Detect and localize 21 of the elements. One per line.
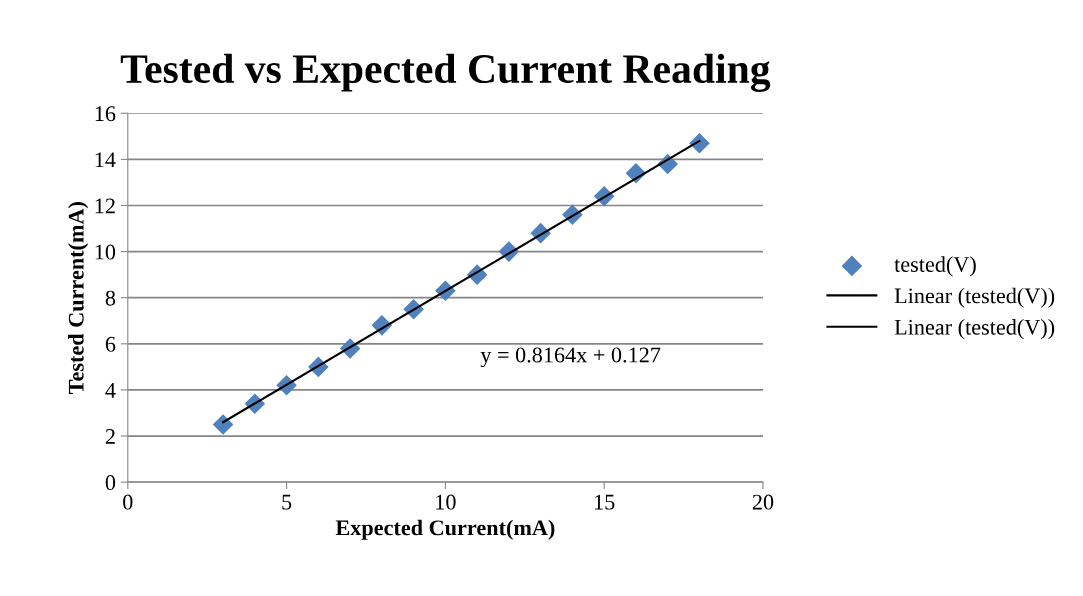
- legend-label: Linear (tested(V)): [894, 287, 1055, 308]
- y-tick-label: 10: [95, 244, 116, 260]
- y-axis-title: Tested Current(mA): [68, 202, 89, 394]
- legend-label: Linear (tested(V)): [894, 319, 1055, 340]
- y-tick-label: 2: [105, 429, 115, 444]
- y-tick-label: 0: [105, 475, 116, 491]
- y-tick-label: 14: [95, 152, 116, 168]
- x-tick-label: 10: [436, 494, 456, 510]
- x-axis-title: Expected Current(mA): [335, 519, 555, 540]
- y-tick-label: 8: [105, 290, 116, 306]
- x-tick-label: 15: [595, 494, 615, 510]
- legend-label: tested(V): [894, 256, 976, 277]
- x-tick-label: 5: [282, 494, 292, 510]
- y-tick-label: 16: [95, 106, 116, 122]
- x-tick-label: 20: [752, 494, 774, 510]
- y-tick-label: 4: [105, 383, 116, 398]
- x-tick-label: 0: [123, 494, 133, 510]
- chart-title: Tested vs Expected Current Reading: [120, 53, 771, 92]
- annotation: y = 0.8164x + 0.127: [480, 347, 661, 368]
- y-tick-label: 6: [105, 336, 116, 352]
- y-tick-label: 12: [95, 198, 115, 214]
